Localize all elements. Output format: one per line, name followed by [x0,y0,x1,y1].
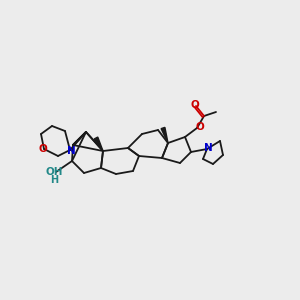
Text: O: O [39,144,47,154]
Text: H: H [50,175,58,185]
Text: O: O [190,100,200,110]
Text: N: N [204,143,212,153]
Polygon shape [94,137,103,151]
Text: O: O [196,122,204,132]
Text: OH: OH [45,167,63,177]
Text: N: N [67,146,75,156]
Polygon shape [161,128,168,143]
